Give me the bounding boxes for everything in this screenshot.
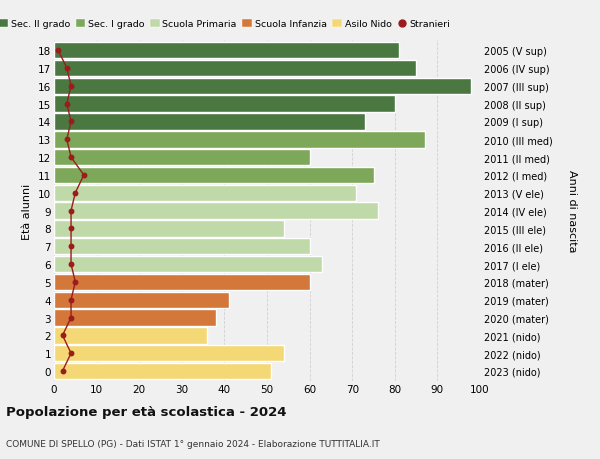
- Y-axis label: Età alunni: Età alunni: [22, 183, 32, 239]
- Bar: [54, 43, 399, 59]
- Bar: [54, 185, 356, 202]
- Bar: [54, 132, 425, 148]
- Bar: [54, 327, 208, 344]
- Bar: [54, 168, 373, 184]
- Bar: [54, 78, 472, 95]
- Point: [66, 207, 76, 215]
- Point: [79, 172, 89, 179]
- Bar: [54, 150, 310, 166]
- Point: [66, 314, 76, 321]
- Text: COMUNE DI SPELLO (PG) - Dati ISTAT 1° gennaio 2024 - Elaborazione TUTTITALIA.IT: COMUNE DI SPELLO (PG) - Dati ISTAT 1° ge…: [6, 439, 380, 448]
- Point: [66, 297, 76, 304]
- Text: Popolazione per età scolastica - 2024: Popolazione per età scolastica - 2024: [6, 405, 287, 419]
- Bar: [54, 61, 416, 77]
- Y-axis label: Anni di nascita: Anni di nascita: [567, 170, 577, 252]
- Point: [53, 47, 63, 55]
- Point: [71, 190, 80, 197]
- Bar: [54, 310, 216, 326]
- Point: [66, 154, 76, 162]
- Point: [66, 350, 76, 357]
- Point: [66, 261, 76, 268]
- Point: [66, 243, 76, 250]
- Bar: [54, 114, 365, 130]
- Bar: [54, 256, 322, 273]
- Bar: [54, 221, 284, 237]
- Point: [66, 225, 76, 233]
- Point: [62, 101, 71, 108]
- Bar: [54, 363, 271, 380]
- Point: [66, 83, 76, 90]
- Bar: [54, 345, 284, 362]
- Bar: [54, 96, 395, 112]
- Point: [66, 118, 76, 126]
- Point: [58, 368, 67, 375]
- Bar: [54, 239, 310, 255]
- Point: [58, 332, 67, 339]
- Bar: [54, 292, 229, 308]
- Bar: [54, 274, 310, 291]
- Bar: [54, 203, 378, 219]
- Point: [62, 65, 71, 73]
- Point: [71, 279, 80, 286]
- Point: [62, 136, 71, 144]
- Legend: Sec. II grado, Sec. I grado, Scuola Primaria, Scuola Infanzia, Asilo Nido, Stran: Sec. II grado, Sec. I grado, Scuola Prim…: [0, 17, 454, 33]
